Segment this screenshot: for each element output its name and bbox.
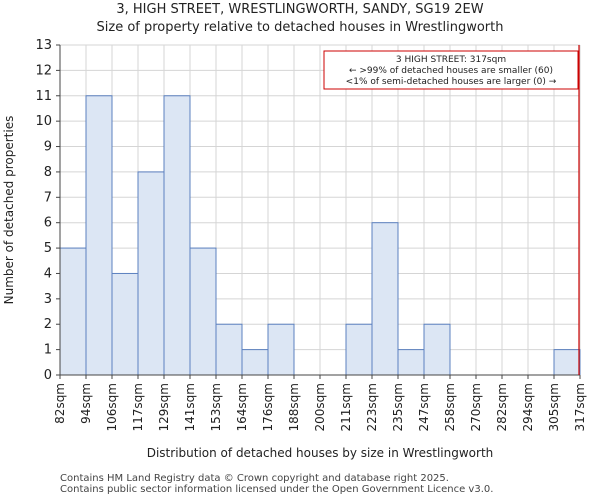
- annotation-line: <1% of semi-detached houses are larger (…: [346, 77, 557, 87]
- y-tick-label: 2: [44, 317, 52, 332]
- histogram-bar: [215, 323, 243, 376]
- annotation-line: 3 HIGH STREET: 317sqm: [396, 55, 506, 65]
- histogram-bar: [111, 272, 139, 376]
- x-axis-label: Distribution of detached houses by size …: [147, 446, 494, 460]
- y-tick-label: 12: [35, 63, 52, 78]
- annotation-line: ← >99% of detached houses are smaller (6…: [349, 66, 553, 76]
- x-tick-label: 176sqm: [261, 383, 275, 431]
- x-tick-label: 270sqm: [469, 383, 483, 431]
- y-tick-label: 13: [35, 38, 52, 53]
- y-tick-label: 11: [35, 89, 52, 104]
- footer-licence: Contains public sector information licen…: [60, 484, 494, 495]
- histogram-bar: [189, 247, 217, 376]
- x-tick-label: 164sqm: [235, 383, 249, 431]
- y-axis-label: Number of detached properties: [2, 116, 16, 305]
- x-tick-label: 305sqm: [547, 383, 561, 431]
- x-tick-label: 258sqm: [443, 383, 457, 431]
- x-tick-label: 153sqm: [209, 383, 223, 431]
- x-tick-label: 294sqm: [521, 383, 535, 431]
- histogram-bar: [423, 323, 451, 376]
- x-tick-label: 82sqm: [53, 383, 67, 424]
- y-tick-label: 8: [44, 165, 52, 180]
- histogram-bar: [163, 95, 191, 376]
- x-tick-label: 282sqm: [495, 383, 509, 431]
- x-tick-label: 211sqm: [339, 383, 353, 431]
- y-tick-label: 3: [44, 292, 52, 307]
- annotation-box: [323, 50, 579, 90]
- histogram-bar: [267, 323, 295, 376]
- y-tick-label: 7: [44, 190, 52, 205]
- histogram-bar: [345, 323, 373, 376]
- x-tick-label: 94sqm: [79, 383, 93, 424]
- x-tick-label: 141sqm: [183, 383, 197, 431]
- y-tick-label: 9: [44, 140, 52, 155]
- x-tick-label: 188sqm: [287, 383, 301, 431]
- x-tick-label: 106sqm: [105, 383, 119, 431]
- marker-layer: 3 HIGH STREET: 317sqm← >99% of detached …: [323, 45, 580, 375]
- y-tick-label: 10: [35, 114, 52, 129]
- histogram-bar: [397, 349, 425, 376]
- x-tick-label: 129sqm: [157, 383, 171, 431]
- histogram-bar: [59, 247, 87, 376]
- x-tick-label: 317sqm: [573, 383, 587, 431]
- chart-subtitle: Size of property relative to detached ho…: [96, 20, 504, 35]
- footer-copyright: Contains HM Land Registry data © Crown c…: [60, 473, 449, 484]
- x-tick-label: 247sqm: [417, 383, 431, 431]
- x-tick-label: 223sqm: [365, 383, 379, 431]
- histogram-bar: [85, 95, 113, 376]
- histogram-bar: [241, 349, 269, 376]
- histogram-bar: [553, 349, 581, 376]
- histogram-bar: [371, 222, 399, 376]
- chart-title: 3, HIGH STREET, WRESTLINGWORTH, SANDY, S…: [116, 2, 484, 17]
- x-tick-label: 200sqm: [313, 383, 327, 431]
- y-tick-label: 5: [44, 241, 52, 256]
- x-tick-label: 235sqm: [391, 383, 405, 431]
- y-tick-label: 6: [44, 216, 52, 231]
- histogram-bar: [137, 171, 165, 376]
- y-tick-label: 4: [44, 266, 52, 281]
- x-tick-label: 117sqm: [131, 383, 145, 431]
- y-tick-label: 0: [44, 368, 52, 383]
- y-tick-label: 1: [44, 343, 52, 358]
- bar-layer: [59, 95, 581, 376]
